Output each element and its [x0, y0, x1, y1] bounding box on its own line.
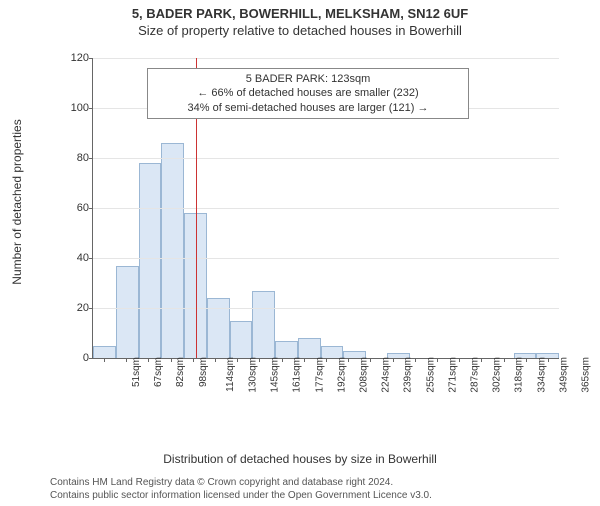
- grid-line: [93, 158, 559, 159]
- x-tick-label: 82sqm: [175, 357, 186, 387]
- x-tick-label: 192sqm: [336, 357, 347, 393]
- y-tick-label: 0: [63, 352, 89, 364]
- x-tick-mark: [126, 358, 127, 362]
- x-tick-mark: [104, 358, 105, 362]
- grid-line: [93, 258, 559, 259]
- x-tick-mark: [393, 358, 394, 362]
- x-tick-label: 67sqm: [153, 357, 164, 387]
- histogram-bar: [184, 213, 207, 358]
- y-tick-mark: [89, 358, 93, 359]
- x-tick-mark: [481, 358, 482, 362]
- y-tick-label: 60: [63, 202, 89, 214]
- x-tick-mark: [504, 358, 505, 362]
- annotation-line2: ← 66% of detached houses are smaller (23…: [156, 86, 460, 100]
- x-tick-label: 145sqm: [270, 357, 281, 393]
- histogram-bar: [298, 338, 321, 358]
- grid-line: [93, 208, 559, 209]
- histogram-bar: [116, 266, 139, 359]
- x-tick-label: 318sqm: [514, 357, 525, 393]
- x-axis-label: Distribution of detached houses by size …: [0, 452, 600, 466]
- x-tick-mark: [215, 358, 216, 362]
- y-tick-label: 80: [63, 152, 89, 164]
- histogram-bar: [207, 298, 230, 358]
- x-tick-mark: [459, 358, 460, 362]
- x-tick-label: 271sqm: [447, 357, 458, 393]
- page-subtitle: Size of property relative to detached ho…: [0, 23, 600, 38]
- histogram-bar: [230, 321, 253, 359]
- x-tick-mark: [304, 358, 305, 362]
- x-tick-label: 349sqm: [558, 357, 569, 393]
- x-tick-label: 114sqm: [225, 357, 236, 392]
- x-tick-mark: [548, 358, 549, 362]
- x-tick-label: 365sqm: [580, 357, 591, 393]
- x-tick-mark: [348, 358, 349, 362]
- x-tick-mark: [148, 358, 149, 362]
- histogram-bar: [252, 291, 275, 359]
- page-title: 5, BADER PARK, BOWERHILL, MELKSHAM, SN12…: [0, 6, 600, 21]
- x-tick-label: 98sqm: [198, 357, 209, 387]
- x-tick-label: 239sqm: [403, 357, 414, 393]
- y-tick-mark: [89, 308, 93, 309]
- x-tick-mark: [259, 358, 260, 362]
- annotation-line3: 34% of semi-detached houses are larger (…: [156, 101, 460, 115]
- y-tick-label: 120: [63, 52, 89, 64]
- x-tick-mark: [193, 358, 194, 362]
- x-tick-label: 302sqm: [492, 357, 503, 393]
- y-tick-mark: [89, 108, 93, 109]
- x-tick-mark: [171, 358, 172, 362]
- y-tick-label: 40: [63, 252, 89, 264]
- x-tick-label: 224sqm: [381, 357, 392, 393]
- attribution: Contains HM Land Registry data © Crown c…: [50, 477, 590, 502]
- y-axis-label: Number of detached properties: [10, 119, 24, 284]
- histogram-bar: [161, 143, 184, 358]
- attribution-line1: Contains HM Land Registry data © Crown c…: [50, 477, 590, 490]
- y-tick-mark: [89, 58, 93, 59]
- x-tick-mark: [415, 358, 416, 362]
- annotation-line1: 5 BADER PARK: 123sqm: [156, 72, 460, 86]
- x-tick-label: 161sqm: [292, 357, 303, 393]
- histogram-bar: [139, 163, 162, 358]
- x-tick-label: 130sqm: [248, 357, 259, 393]
- chart-area: Number of detached properties 5 BADER PA…: [58, 52, 568, 402]
- y-tick-mark: [89, 208, 93, 209]
- x-tick-mark: [437, 358, 438, 362]
- y-tick-label: 100: [63, 102, 89, 114]
- x-tick-mark: [526, 358, 527, 362]
- annotation-box: 5 BADER PARK: 123sqm ← 66% of detached h…: [147, 68, 469, 119]
- x-tick-label: 51sqm: [131, 357, 142, 387]
- x-tick-label: 177sqm: [314, 357, 325, 393]
- x-tick-label: 287sqm: [470, 357, 481, 393]
- histogram-bar: [93, 346, 116, 359]
- x-tick-mark: [237, 358, 238, 362]
- x-tick-mark: [370, 358, 371, 362]
- x-tick-mark: [282, 358, 283, 362]
- plot-region: 5 BADER PARK: 123sqm ← 66% of detached h…: [92, 58, 559, 359]
- y-tick-mark: [89, 158, 93, 159]
- x-tick-label: 255sqm: [425, 357, 436, 393]
- grid-line: [93, 308, 559, 309]
- title-block: 5, BADER PARK, BOWERHILL, MELKSHAM, SN12…: [0, 6, 600, 38]
- grid-line: [93, 58, 559, 59]
- x-tick-label: 208sqm: [359, 357, 370, 393]
- x-tick-mark: [326, 358, 327, 362]
- histogram-bar: [275, 341, 298, 359]
- x-tick-label: 334sqm: [536, 357, 547, 393]
- y-tick-mark: [89, 258, 93, 259]
- attribution-line2: Contains public sector information licen…: [50, 490, 590, 503]
- y-tick-label: 20: [63, 302, 89, 314]
